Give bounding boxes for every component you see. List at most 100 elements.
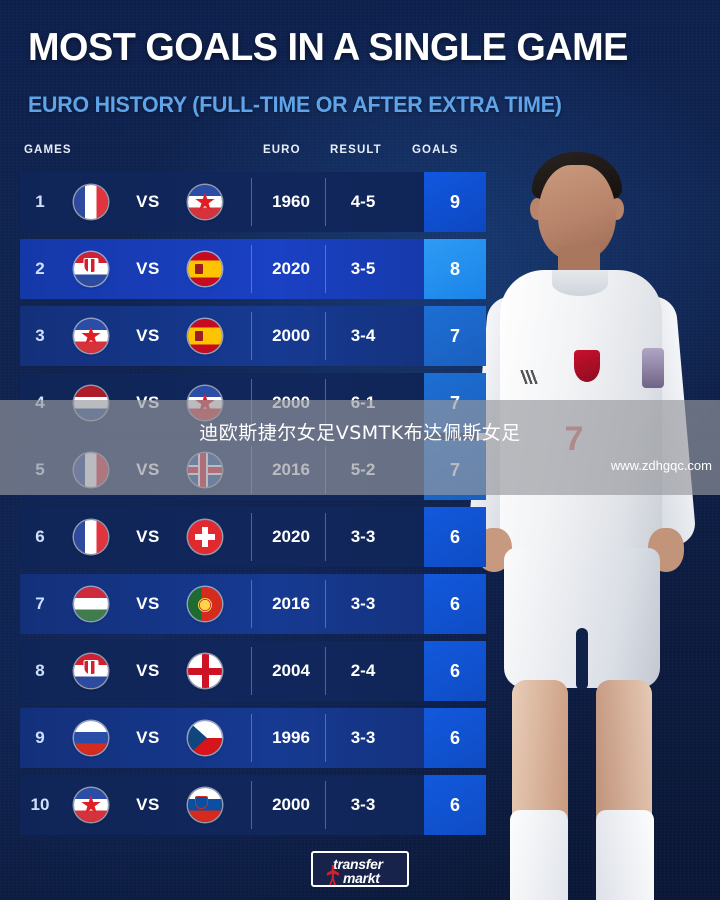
flag-icon-home bbox=[74, 185, 108, 219]
player-collar bbox=[552, 270, 608, 296]
away-team-flag-cell bbox=[174, 319, 236, 353]
column-header-games: GAMES bbox=[24, 144, 72, 156]
watermark-title: 迪欧斯捷尔女足VSMTK布达佩斯女足 bbox=[199, 422, 521, 444]
row-goals: 7 bbox=[424, 306, 486, 366]
away-team-flag-cell bbox=[174, 788, 236, 822]
flag-icon-away bbox=[188, 788, 222, 822]
player-leg-left bbox=[512, 680, 568, 830]
flag-icon-away bbox=[188, 252, 222, 286]
row-rank: 6 bbox=[35, 527, 45, 546]
column-divider bbox=[325, 245, 326, 293]
rankings-table: 1VS19604-592VS20203-583VS20003-474VS2000… bbox=[20, 172, 486, 842]
home-team-flag-cell bbox=[60, 319, 122, 353]
column-divider bbox=[251, 781, 252, 829]
row-rank: 3 bbox=[35, 326, 45, 345]
flag-icon-home bbox=[74, 654, 108, 688]
table-row: 3 VS 2000 3-4 7 bbox=[20, 306, 486, 366]
vs-label: VS bbox=[136, 192, 160, 211]
table-row: 2 VS 2020 3-5 8 bbox=[20, 239, 486, 299]
spain-crest-icon bbox=[574, 350, 600, 382]
vs-label: VS bbox=[136, 527, 160, 546]
vs-label: VS bbox=[136, 661, 160, 680]
column-divider bbox=[251, 312, 252, 360]
row-rank: 10 bbox=[30, 795, 50, 814]
column-divider bbox=[325, 178, 326, 226]
away-team-flag-cell bbox=[174, 252, 236, 286]
column-header-goals: GOALS bbox=[412, 144, 459, 156]
row-result: 3-5 bbox=[350, 259, 376, 278]
home-team-flag-cell bbox=[60, 520, 122, 554]
column-divider bbox=[251, 178, 252, 226]
page-subtitle: EURO HISTORY (FULL-TIME OR AFTER EXTRA T… bbox=[28, 92, 562, 117]
vs-label: VS bbox=[136, 728, 160, 747]
column-divider bbox=[325, 714, 326, 762]
row-rank: 8 bbox=[35, 661, 45, 680]
row-euro-year: 2004 bbox=[272, 661, 310, 680]
row-goals: 8 bbox=[424, 239, 486, 299]
row-rank: 7 bbox=[35, 594, 45, 613]
row-euro-year: 2000 bbox=[272, 795, 310, 814]
away-team-flag-cell bbox=[174, 520, 236, 554]
column-divider bbox=[325, 312, 326, 360]
home-team-flag-cell bbox=[60, 185, 122, 219]
player-head bbox=[538, 165, 616, 261]
page-title: MOST GOALS IN A SINGLE GAME bbox=[28, 26, 628, 69]
sleeve-badge-icon bbox=[642, 348, 664, 388]
flag-icon-away bbox=[188, 721, 222, 755]
home-team-flag-cell bbox=[60, 587, 122, 621]
player-sock-left bbox=[510, 810, 568, 900]
watermark-band bbox=[0, 400, 720, 495]
row-rank: 2 bbox=[35, 259, 45, 278]
row-result: 3-4 bbox=[350, 326, 376, 345]
flag-icon-away bbox=[188, 654, 222, 688]
row-euro-year: 2016 bbox=[272, 594, 310, 613]
vs-label: VS bbox=[136, 326, 160, 345]
row-result: 3-3 bbox=[350, 527, 376, 546]
column-header-euro: EURO bbox=[263, 144, 301, 156]
row-goals: 6 bbox=[424, 574, 486, 634]
vs-label: VS bbox=[136, 594, 160, 613]
column-divider bbox=[251, 714, 252, 762]
flag-icon-home bbox=[74, 319, 108, 353]
logo-line-2: markt bbox=[343, 870, 380, 886]
row-result: 3-3 bbox=[350, 594, 376, 613]
column-header-result: RESULT bbox=[330, 144, 382, 156]
table-row: 1 VS 1960 4-5 9 bbox=[20, 172, 486, 232]
watermark-url: www.zdhgqc.com bbox=[610, 458, 712, 473]
player-leg-right bbox=[596, 680, 652, 830]
flag-icon-home bbox=[74, 587, 108, 621]
flag-icon-home bbox=[74, 520, 108, 554]
home-team-flag-cell bbox=[60, 252, 122, 286]
row-rank: 9 bbox=[35, 728, 45, 747]
row-result: 2-4 bbox=[350, 661, 376, 680]
flag-icon-away bbox=[188, 185, 222, 219]
table-row: 8 VS 2004 2-4 6 bbox=[20, 641, 486, 701]
flag-icon-home bbox=[74, 721, 108, 755]
home-team-flag-cell bbox=[60, 721, 122, 755]
away-team-flag-cell bbox=[174, 587, 236, 621]
column-divider bbox=[325, 781, 326, 829]
row-euro-year: 1960 bbox=[272, 192, 310, 211]
row-euro-year: 2020 bbox=[272, 259, 310, 278]
row-goals: 6 bbox=[424, 775, 486, 835]
column-divider bbox=[325, 513, 326, 561]
away-team-flag-cell bbox=[174, 721, 236, 755]
logo-line-1: transfer bbox=[333, 856, 383, 872]
vs-label: VS bbox=[136, 259, 160, 278]
table-row: 7 VS 2016 3-3 6 bbox=[20, 574, 486, 634]
row-rank: 1 bbox=[35, 192, 45, 211]
column-divider bbox=[251, 513, 252, 561]
table-row: 6 VS 2020 3-3 6 bbox=[20, 507, 486, 567]
table-row: 9 VS 1996 3-3 6 bbox=[20, 708, 486, 768]
row-goals: 9 bbox=[424, 172, 486, 232]
away-team-flag-cell bbox=[174, 654, 236, 688]
vs-label: VS bbox=[136, 795, 160, 814]
adidas-logo-icon bbox=[516, 370, 542, 384]
row-goals: 6 bbox=[424, 641, 486, 701]
column-divider bbox=[325, 580, 326, 628]
flag-icon-home bbox=[74, 788, 108, 822]
player-photo: 7 bbox=[470, 120, 720, 900]
flag-icon-home bbox=[74, 252, 108, 286]
player-sock-right bbox=[596, 810, 654, 900]
player-shorts-split bbox=[576, 628, 588, 690]
